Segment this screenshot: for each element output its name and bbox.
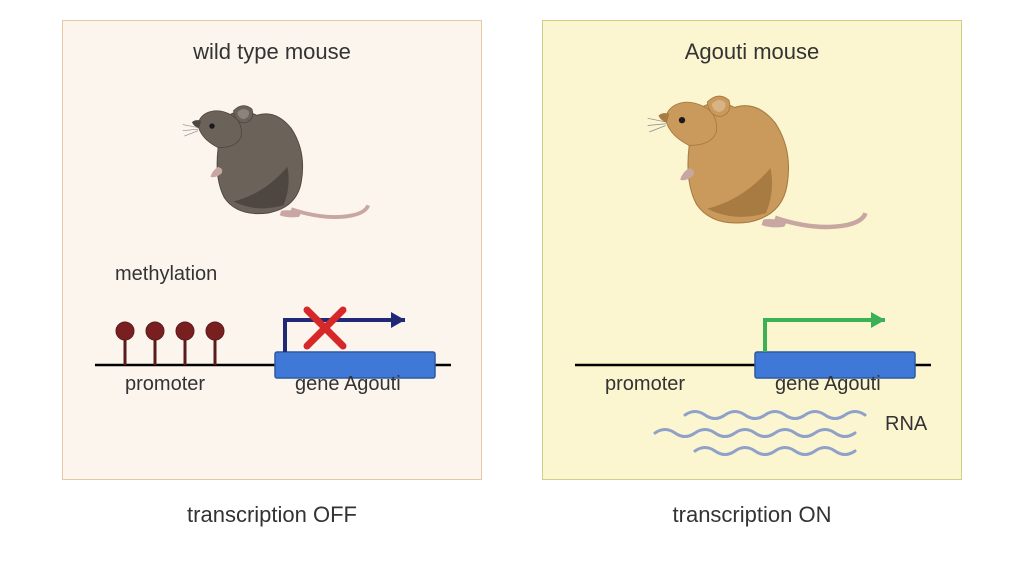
agouti-panel: Agouti mouse promoter gene Agouti RNA <box>542 20 962 480</box>
left-gene-diagram: methylation promoter gene Agouti <box>85 263 459 423</box>
rna-waves-icon <box>645 403 895 473</box>
right-mouse-area <box>565 73 939 253</box>
diagram-container: wild type mouse methylation promoter gen… <box>0 0 1024 548</box>
wildtype-mouse-icon <box>172 91 372 235</box>
left-caption: transcription OFF <box>187 502 357 528</box>
methylation-label: methylation <box>115 263 217 286</box>
right-gene-label: gene Agouti <box>775 373 881 396</box>
left-group: wild type mouse methylation promoter gen… <box>62 20 482 528</box>
left-gene-label: gene Agouti <box>295 373 401 396</box>
right-caption: transcription ON <box>673 502 832 528</box>
agouti-mouse-icon <box>635 79 870 248</box>
right-promoter-label: promoter <box>605 373 685 396</box>
rna-label: RNA <box>885 413 927 436</box>
left-mouse-area <box>85 73 459 253</box>
left-promoter-label: promoter <box>125 373 205 396</box>
right-gene-diagram: promoter gene Agouti RNA <box>565 263 939 423</box>
right-group: Agouti mouse promoter gene Agouti RNA tr… <box>542 20 962 528</box>
wildtype-panel: wild type mouse methylation promoter gen… <box>62 20 482 480</box>
right-title: Agouti mouse <box>565 39 939 65</box>
left-title: wild type mouse <box>85 39 459 65</box>
